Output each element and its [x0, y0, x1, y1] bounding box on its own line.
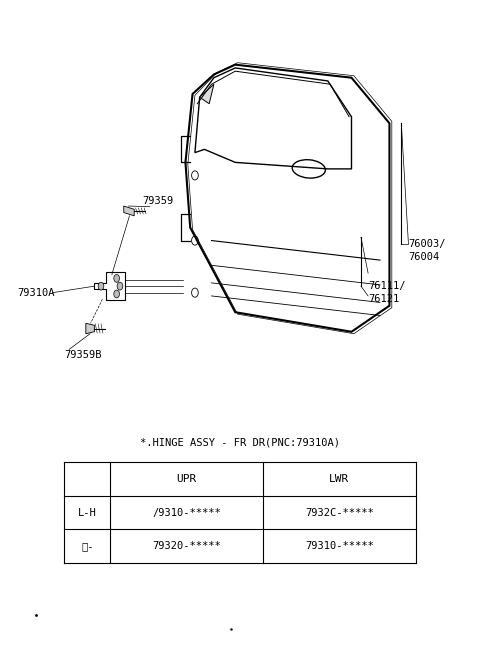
Text: UPR: UPR — [176, 474, 197, 484]
Circle shape — [98, 283, 104, 290]
Text: /9310-*****: /9310-***** — [152, 508, 221, 518]
Text: LWR: LWR — [329, 474, 349, 484]
Text: 79320-*****: 79320-***** — [152, 541, 221, 551]
Text: 79310-*****: 79310-***** — [305, 541, 373, 551]
Circle shape — [114, 275, 120, 283]
Polygon shape — [86, 323, 95, 334]
Text: 結-: 結- — [81, 541, 94, 551]
Polygon shape — [124, 206, 134, 215]
Polygon shape — [200, 84, 214, 104]
Text: 76003/
76004: 76003/ 76004 — [408, 239, 446, 261]
Text: 76111/
76121: 76111/ 76121 — [368, 281, 406, 304]
Circle shape — [114, 290, 120, 298]
Text: 7932C-*****: 7932C-***** — [305, 508, 373, 518]
Text: 79310A: 79310A — [17, 288, 55, 298]
Text: *.HINGE ASSY - FR DR(PNC:79310A): *.HINGE ASSY - FR DR(PNC:79310A) — [140, 438, 340, 447]
Text: 79359: 79359 — [143, 196, 174, 206]
Circle shape — [117, 283, 123, 290]
Text: L-H: L-H — [78, 508, 96, 518]
Text: 79359B: 79359B — [64, 350, 102, 359]
